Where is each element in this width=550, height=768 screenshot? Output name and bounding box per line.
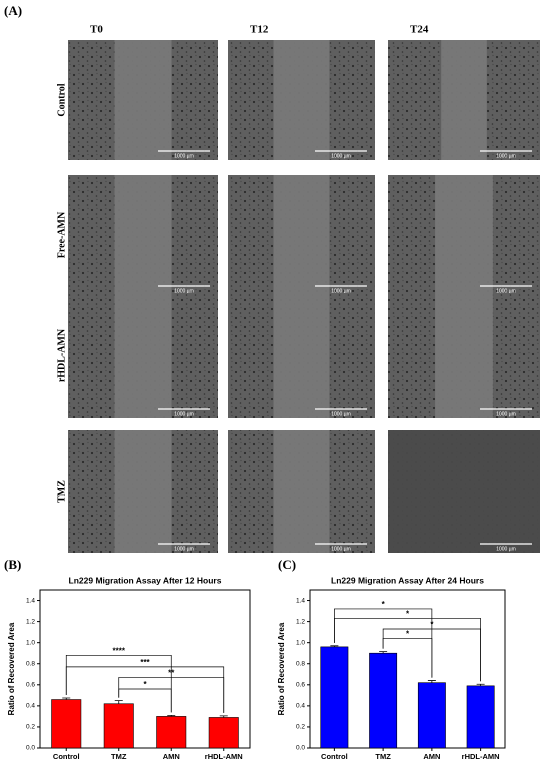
x-tick-label: AMN: [423, 752, 440, 761]
x-tick-label: rHDL-AMN: [462, 752, 500, 761]
significance-bracket: [334, 618, 481, 682]
column-label: T24: [410, 24, 429, 36]
y-tick-label: 0.4: [26, 703, 35, 710]
x-tick-label: rHDL-AMN: [205, 752, 243, 761]
significance-bracket: [382, 638, 433, 678]
significance-bracket: [118, 688, 172, 713]
error-bar: [167, 714, 176, 717]
x-tick-label: TMZ: [375, 752, 391, 761]
y-tick-label: 0.8: [26, 660, 35, 667]
wound-gap: [273, 430, 330, 553]
x-tick-label: TMZ: [111, 752, 127, 761]
scale-bar-label: 1000 µm: [331, 546, 351, 552]
scale-bar-label: 1000 µm: [496, 411, 516, 417]
bar: [417, 682, 446, 749]
error-bar: [379, 651, 388, 654]
y-tick-label: 0.2: [26, 724, 35, 731]
significance-label: *: [430, 620, 434, 629]
wound-gap: [273, 40, 330, 160]
bar: [103, 703, 134, 749]
plot-frame: [309, 589, 506, 749]
wound-gap: [114, 293, 172, 418]
wound-gap: [435, 175, 493, 295]
significance-label: *: [406, 630, 410, 639]
y-tick-label: 1.2: [26, 618, 35, 625]
row-label: TMZ: [56, 480, 67, 503]
wound-gap: [388, 430, 540, 553]
significance-label: ****: [113, 646, 126, 655]
y-tick-label: 0.0: [296, 745, 305, 752]
wound-gap: [114, 175, 172, 295]
y-tick-label: 0.4: [296, 703, 305, 710]
wound-gap: [273, 293, 330, 418]
y-tick-label: 1.2: [296, 618, 305, 625]
wound-gap: [435, 293, 493, 418]
y-tick-label: 0.6: [26, 682, 35, 689]
scale-bar-label: 1000 µm: [331, 411, 351, 417]
chart-title: Ln229 Migration Assay After 24 Hours: [331, 575, 484, 585]
significance-label: ***: [140, 658, 150, 667]
bar: [51, 699, 82, 749]
y-tick-label: 0.2: [296, 724, 305, 731]
error-bar: [427, 680, 436, 683]
y-tick-label: 0.0: [26, 745, 35, 752]
significance-label: *: [406, 610, 410, 619]
panel-label: (B): [4, 557, 21, 572]
significance-label: **: [168, 669, 175, 678]
error-bar: [330, 645, 339, 647]
wound-gap: [441, 40, 487, 160]
error-bar: [476, 683, 485, 686]
wound-gap: [273, 175, 330, 295]
bar: [369, 652, 398, 749]
y-tick-label: 1.0: [26, 639, 35, 646]
scale-bar-label: 1000 µm: [174, 288, 194, 294]
scale-bar-label: 1000 µm: [496, 546, 516, 552]
x-tick-label: Control: [53, 752, 80, 761]
y-tick-label: 0.8: [296, 660, 305, 667]
bar: [320, 646, 349, 749]
chart-title: Ln229 Migration Assay After 12 Hours: [69, 575, 222, 585]
panel-label: (A): [4, 3, 22, 18]
y-tick-label: 1.4: [296, 597, 305, 604]
scale-bar-label: 1000 µm: [174, 411, 194, 417]
error-bar: [62, 697, 71, 700]
bar: [156, 716, 187, 749]
scale-bar-label: 1000 µm: [174, 153, 194, 159]
wound-gap: [114, 430, 172, 553]
wound-gap: [114, 40, 172, 160]
row-label: rHDL-AMN: [56, 328, 67, 382]
bar: [466, 685, 495, 749]
significance-bracket: [65, 666, 225, 713]
scale-bar-label: 1000 µm: [496, 288, 516, 294]
significance-bracket: [118, 677, 225, 713]
scale-bar-label: 1000 µm: [331, 153, 351, 159]
column-label: T12: [250, 24, 269, 36]
error-bar: [114, 700, 123, 704]
y-tick-label: 1.4: [26, 597, 35, 604]
significance-label: *: [143, 680, 147, 689]
column-label: T0: [90, 24, 103, 36]
plot-frame: [39, 589, 251, 749]
significance-label: *: [382, 600, 386, 609]
row-label: Control: [56, 83, 67, 116]
x-tick-label: Control: [321, 752, 348, 761]
y-axis-label: Ratio of Recovered Area: [277, 622, 286, 715]
error-bar: [219, 715, 228, 718]
scale-bar-label: 1000 µm: [496, 153, 516, 159]
bar: [208, 717, 239, 749]
scale-bar-label: 1000 µm: [331, 288, 351, 294]
y-tick-label: 1.0: [296, 639, 305, 646]
y-axis-label: Ratio of Recovered Area: [7, 622, 16, 715]
scale-bar-label: 1000 µm: [174, 546, 194, 552]
x-tick-label: AMN: [163, 752, 180, 761]
row-label: Free-AMN: [56, 211, 67, 258]
y-tick-label: 0.6: [296, 682, 305, 689]
panel-label: (C): [278, 557, 296, 572]
